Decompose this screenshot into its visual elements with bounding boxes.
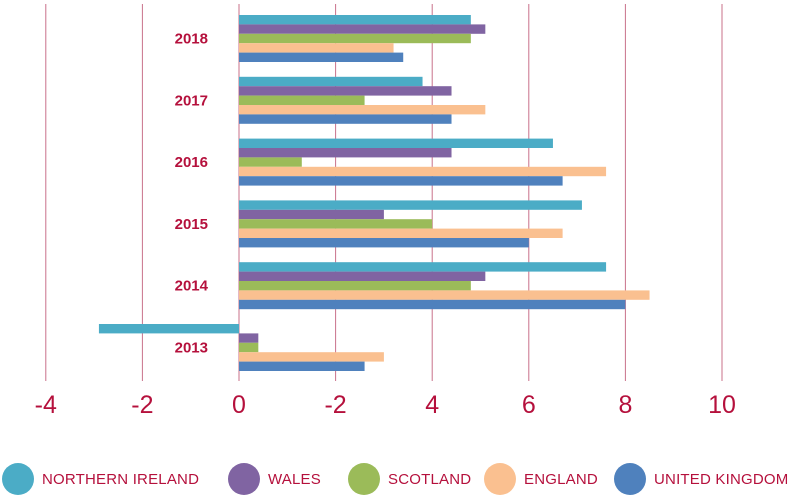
legend-item-england: ENGLAND — [484, 462, 598, 496]
bars — [98, 15, 650, 371]
bar-2017-scotland — [239, 95, 365, 105]
bar-2013-united-kingdom — [239, 361, 365, 371]
bar-chart: 2018 2017 2016 2015 2014 2013 -4 -2 0 -2 4 6 8 10 — [35, 4, 736, 419]
bar-2016-england — [239, 166, 607, 177]
bar-2018-scotland — [239, 33, 471, 44]
bar-2018-wales — [239, 24, 486, 34]
x-tick-label-7: 10 — [708, 391, 736, 419]
bar-2017-england — [239, 105, 486, 115]
bar-2015-wales — [239, 209, 384, 220]
bar-2016-united-kingdom — [239, 176, 563, 186]
bar-2017-wales — [239, 86, 452, 96]
bar-2017-united-kingdom — [239, 114, 452, 124]
legend: NORTHERN IRELAND WALES SCOTLAND ENGLAND UNIT… — [0, 462, 793, 496]
legend-item-united-kingdom: UNITED KINGDOM — [614, 462, 788, 496]
bar-2017-northern-ireland — [239, 76, 423, 87]
bar-2018-northern-ireland — [239, 15, 471, 25]
x-tick-label-0: -4 — [35, 391, 57, 419]
bar-2013-scotland — [239, 342, 259, 353]
x-axis-tick-labels: -4 -2 0 -2 4 6 8 10 — [35, 391, 736, 419]
bar-2014-england — [239, 290, 650, 300]
legend-swatch — [614, 463, 646, 495]
bar-2018-united-kingdom — [239, 52, 404, 62]
bar-2014-united-kingdom — [239, 299, 626, 310]
bar-2015-england — [239, 228, 563, 238]
legend-swatch — [348, 463, 380, 495]
bar-2015-scotland — [239, 219, 433, 229]
x-tick-label-6: 8 — [618, 391, 632, 419]
category-label-2016: 2016 — [175, 154, 208, 171]
bar-2018-england — [239, 43, 394, 53]
legend-label: NORTHERN IRELAND — [42, 470, 200, 488]
x-tick-label-5: 6 — [522, 391, 536, 419]
category-labels: 2018 2017 2016 2015 2014 2013 — [175, 31, 209, 357]
bar-2014-scotland — [239, 281, 471, 291]
legend-swatch — [484, 463, 516, 495]
bar-2015-northern-ireland — [239, 200, 582, 210]
legend-item-scotland: SCOTLAND — [348, 462, 471, 496]
category-label-2015: 2015 — [175, 216, 208, 233]
bar-2013-england — [239, 352, 384, 362]
legend-item-northern-ireland: NORTHERN IRELAND — [2, 462, 199, 496]
bar-2014-northern-ireland — [239, 262, 607, 272]
legend-label: ENGLAND — [524, 470, 598, 488]
category-label-2014: 2014 — [175, 278, 209, 295]
category-label-2017: 2017 — [175, 92, 208, 109]
x-tick-label-4: 4 — [425, 391, 439, 419]
bar-2016-scotland — [239, 157, 302, 167]
category-label-2013: 2013 — [175, 340, 208, 357]
bar-2016-wales — [239, 148, 452, 158]
bar-2013-northern-ireland — [98, 324, 240, 334]
legend-swatch — [228, 463, 260, 495]
legend-label: UNITED KINGDOM — [654, 470, 789, 488]
x-tick-label-2: 0 — [232, 391, 246, 419]
category-label-2018: 2018 — [175, 31, 208, 48]
x-tick-label-1: -2 — [131, 391, 153, 419]
bar-2013-wales — [239, 333, 259, 343]
legend-swatch — [2, 463, 34, 495]
legend-item-wales: WALES — [228, 462, 321, 496]
bar-2014-wales — [239, 271, 486, 281]
bar-2016-northern-ireland — [239, 138, 553, 148]
gridlines — [45, 4, 723, 381]
legend-label: SCOTLAND — [388, 470, 472, 488]
legend-label: WALES — [268, 470, 321, 488]
bar-2015-united-kingdom — [239, 238, 529, 248]
x-tick-label-3: -2 — [324, 391, 346, 419]
